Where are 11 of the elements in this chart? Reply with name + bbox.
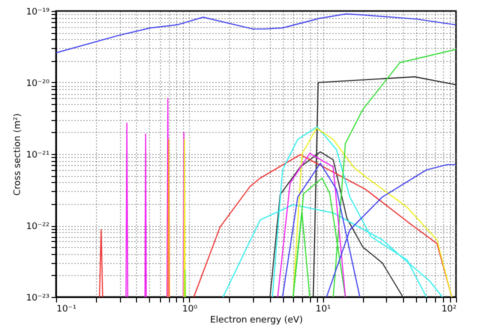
y-tick-label: 10⁻²³ [26,294,50,304]
x-tick-label: 10¹ [316,304,332,314]
y-tick-label: 10⁻²⁰ [26,79,50,89]
x-axis-title: Electron energy (eV) [210,316,303,325]
y-tick-label: 10⁻²² [26,222,50,232]
y-tick-label: 10⁻¹⁹ [26,8,50,18]
y-axis-title: Cross section (m²) [13,113,24,196]
x-tick-label: 10⁰ [182,304,198,314]
x-tick-label: 10⁻¹ [56,304,77,314]
y-tick-label: 10⁻²¹ [26,150,50,160]
x-tick-label: 10² [441,304,457,314]
